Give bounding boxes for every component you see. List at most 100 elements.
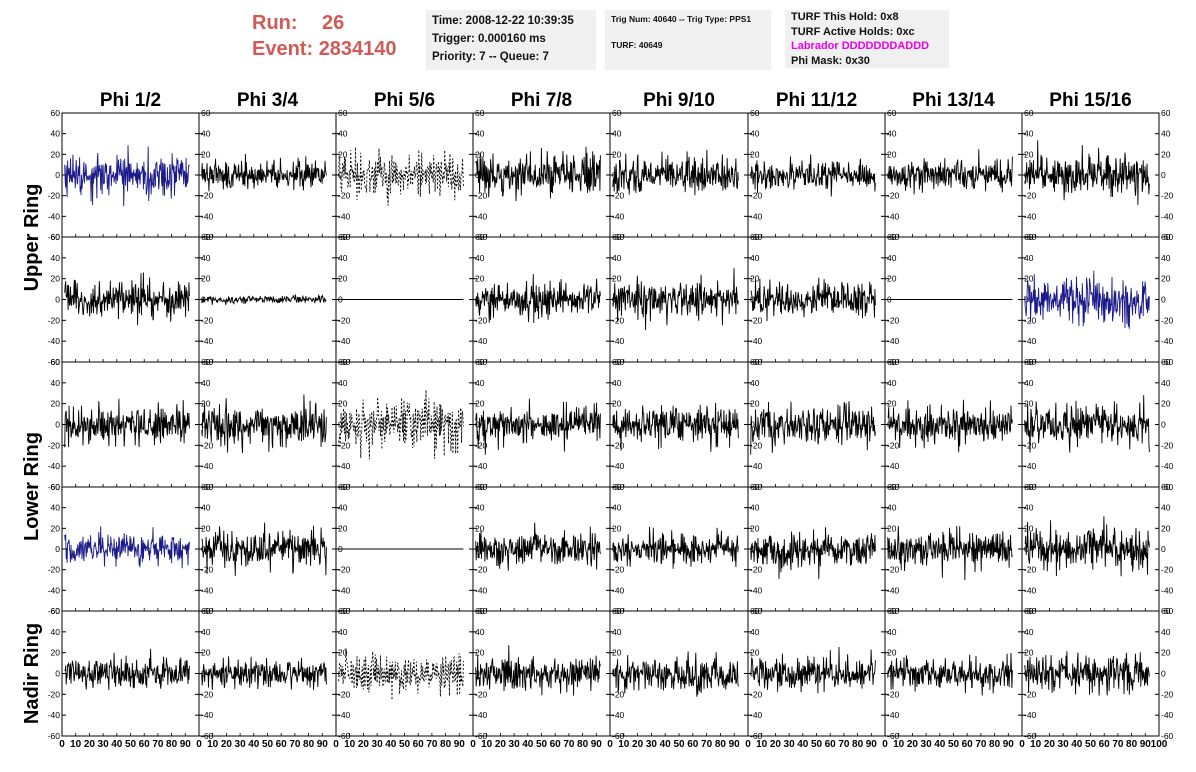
x-tick-label: 90	[591, 739, 603, 750]
turf-active-holds-text: TURF Active Holds: 0xc	[791, 25, 915, 38]
y-tick-label: -40	[48, 585, 61, 595]
y-tick-label: 40	[201, 253, 211, 263]
x-tick-label: 20	[907, 739, 919, 750]
y-tick-label: -20	[750, 689, 763, 699]
x-tick-label: 60	[276, 739, 288, 750]
y-tick-label: -40	[475, 710, 488, 720]
waveform-trace	[612, 402, 739, 452]
y-tick-label: 60	[1161, 108, 1171, 118]
y-tick-label: 20	[750, 523, 760, 533]
y-tick-label: -40	[338, 336, 351, 346]
y-tick-label: 40	[1024, 503, 1034, 513]
y-tick-label: -60	[1161, 232, 1174, 242]
x-tick-label: 30	[235, 739, 247, 750]
y-tick-label: 0	[475, 420, 480, 430]
y-tick-label: 40	[338, 503, 348, 513]
y-tick-label: -40	[1161, 461, 1174, 471]
y-tick-label: 0	[887, 669, 892, 679]
y-tick-label: 60	[51, 108, 61, 118]
y-tick-label: 60	[1161, 232, 1171, 242]
y-tick-label: 60	[51, 232, 61, 242]
y-tick-label: 40	[1024, 129, 1034, 139]
y-tick-label: 0	[201, 669, 206, 679]
y-tick-label: -60	[1161, 482, 1174, 492]
y-tick-label: -20	[201, 689, 214, 699]
y-tick-label: 20	[887, 648, 897, 658]
waveform-trace	[750, 527, 876, 580]
y-tick-label: -20	[1161, 315, 1174, 325]
y-tick-label: 0	[1161, 170, 1166, 180]
y-tick-label: 60	[1161, 482, 1171, 492]
x-tick-label: 20	[221, 739, 233, 750]
y-tick-label: 0	[55, 170, 60, 180]
y-tick-label: 20	[338, 648, 348, 658]
y-tick-label: 20	[612, 149, 622, 159]
waveform-trace	[887, 149, 1013, 195]
y-tick-label: -40	[475, 585, 488, 595]
y-tick-label: 20	[338, 523, 348, 533]
y-tick-label: -20	[612, 689, 625, 699]
ring-label: Nadir Ring	[21, 623, 43, 724]
trigger-text: Trigger: 0.000160 ms	[432, 33, 546, 45]
y-tick-label: 40	[338, 378, 348, 388]
y-tick-label: 20	[51, 274, 61, 284]
y-tick-label: -20	[338, 565, 351, 575]
y-tick-label: 20	[1024, 399, 1034, 409]
waveform-trace	[201, 656, 327, 691]
y-tick-label: -20	[338, 440, 351, 450]
turf-text: TURF: 40649	[611, 40, 663, 50]
x-tick-label: 20	[84, 739, 96, 750]
column-header: Phi 13/14	[912, 90, 995, 111]
x-tick-label: 70	[1112, 739, 1124, 750]
y-tick-label: -40	[887, 710, 900, 720]
y-tick-label: 20	[1024, 149, 1034, 159]
y-tick-label: 20	[51, 149, 61, 159]
y-tick-label: -40	[1161, 211, 1174, 221]
x-tick-label: 70	[838, 739, 850, 750]
y-tick-label: -20	[475, 191, 488, 201]
y-tick-label: 40	[51, 627, 61, 637]
y-tick-label: -20	[1161, 565, 1174, 575]
column-header: Phi 3/4	[237, 90, 299, 111]
y-tick-label: -60	[1161, 731, 1174, 741]
x-tick-label: 10	[1030, 739, 1042, 750]
x-tick-label: 0	[882, 739, 888, 750]
y-tick-label: -40	[338, 585, 351, 595]
waveform-trace	[64, 145, 190, 207]
y-tick-label: 40	[1161, 253, 1171, 263]
y-tick-label: -20	[201, 440, 214, 450]
y-tick-label: 0	[338, 170, 343, 180]
y-tick-label: -40	[48, 461, 61, 471]
waveform-trace	[612, 149, 739, 196]
y-tick-label: 0	[338, 669, 343, 679]
y-tick-label: 40	[887, 129, 897, 139]
y-tick-label: -20	[612, 440, 625, 450]
y-tick-label: 40	[612, 378, 622, 388]
y-tick-label: 20	[475, 399, 485, 409]
y-tick-label: 20	[475, 274, 485, 284]
waveform-trace	[750, 646, 876, 694]
y-tick-label: 40	[1161, 378, 1171, 388]
event-value: 2834140	[318, 38, 397, 60]
x-tick-label: 40	[248, 739, 260, 750]
y-tick-label: 40	[750, 503, 760, 513]
x-tick-label: 30	[646, 739, 658, 750]
x-tick-label: 10	[344, 739, 356, 750]
x-tick-label: 90	[1003, 739, 1015, 750]
waveform-trace	[1024, 395, 1150, 453]
y-tick-label: -40	[612, 336, 625, 346]
y-tick-label: -20	[750, 315, 763, 325]
y-tick-label: -40	[1161, 585, 1174, 595]
waveform-trace	[475, 522, 601, 571]
